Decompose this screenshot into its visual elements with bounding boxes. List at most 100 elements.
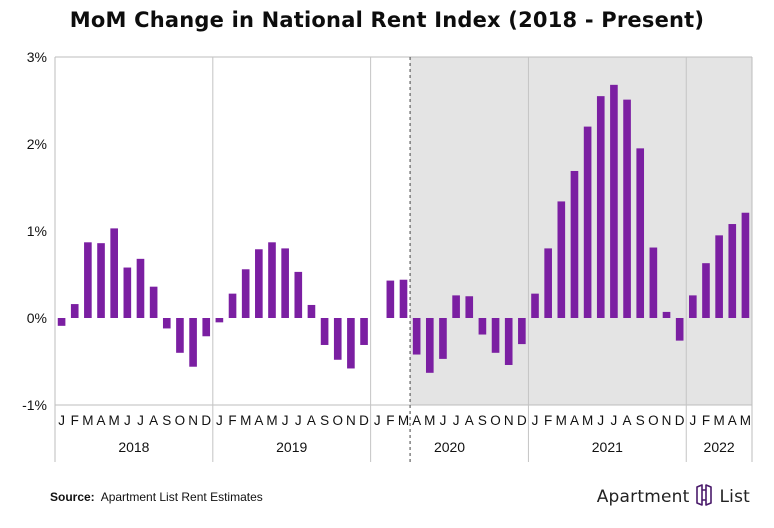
bar — [531, 293, 539, 318]
y-tick-label: 0% — [27, 310, 47, 326]
bar — [307, 304, 316, 318]
month-tick-label: D — [201, 413, 211, 428]
month-tick-label: A — [149, 413, 158, 428]
year-label: 2018 — [118, 439, 149, 455]
month-tick-label: A — [623, 413, 632, 428]
bar — [425, 318, 434, 373]
bar — [583, 126, 592, 318]
month-tick-label: J — [295, 413, 302, 428]
source-text: Apartment List Rent Estimates — [100, 490, 263, 504]
bar — [228, 293, 237, 318]
bar — [149, 286, 158, 318]
month-tick-label: J — [532, 413, 539, 428]
month-tick-label: N — [504, 413, 514, 428]
brand-logo: Apartment List — [596, 483, 750, 510]
bar — [636, 148, 645, 318]
bar — [741, 212, 750, 318]
month-tick-label: J — [689, 413, 696, 428]
month-tick-label: J — [374, 413, 381, 428]
bar — [57, 318, 66, 326]
month-tick-label: M — [398, 413, 409, 428]
month-tick-label: S — [636, 413, 645, 428]
y-tick-label: 1% — [27, 223, 47, 239]
bar — [202, 318, 211, 337]
bar — [123, 267, 132, 318]
bar — [570, 170, 579, 318]
bar — [281, 248, 289, 318]
month-tick-label: M — [266, 413, 277, 428]
year-label: 2022 — [704, 439, 735, 455]
bar — [347, 318, 355, 369]
source-note: Source: Apartment List Rent Estimates — [50, 490, 263, 504]
bar — [518, 318, 526, 345]
bar — [504, 318, 513, 365]
month-tick-label: A — [307, 413, 316, 428]
month-tick-label: A — [97, 413, 106, 428]
month-tick-label: J — [58, 413, 65, 428]
month-tick-label: F — [702, 413, 710, 428]
bar — [97, 243, 105, 318]
bar — [189, 318, 197, 367]
month-tick-label: O — [648, 413, 659, 428]
month-tick-label: D — [359, 413, 369, 428]
bar — [478, 318, 487, 335]
month-tick-label: J — [282, 413, 289, 428]
bar — [386, 280, 395, 318]
month-tick-label: M — [582, 413, 593, 428]
bar — [662, 311, 671, 318]
month-tick-label: M — [713, 413, 724, 428]
month-tick-label: A — [570, 413, 579, 428]
y-tick-label: -1% — [22, 397, 47, 413]
bar — [360, 318, 368, 345]
year-label: 2019 — [276, 439, 307, 455]
month-tick-label: A — [728, 413, 737, 428]
bar — [702, 263, 710, 318]
month-tick-label: O — [490, 413, 501, 428]
month-tick-label: A — [465, 413, 474, 428]
brand-word-left: Apartment — [596, 487, 690, 507]
month-tick-label: N — [662, 413, 672, 428]
bar — [465, 296, 474, 318]
bar — [728, 224, 737, 318]
bar — [623, 99, 631, 318]
month-tick-label: A — [254, 413, 263, 428]
month-tick-label: S — [478, 413, 487, 428]
month-tick-label: M — [82, 413, 93, 428]
month-tick-label: F — [228, 413, 236, 428]
month-tick-label: N — [188, 413, 198, 428]
month-tick-label: J — [124, 413, 131, 428]
bar — [268, 242, 276, 318]
month-tick-label: J — [453, 413, 460, 428]
month-tick-label: O — [332, 413, 343, 428]
bar — [84, 242, 92, 318]
month-tick-label: J — [611, 413, 618, 428]
bar — [715, 235, 723, 318]
month-tick-label: M — [240, 413, 251, 428]
chart-title: MoM Change in National Rent Index (2018 … — [69, 8, 705, 32]
y-tick-label: 2% — [27, 136, 47, 152]
bar — [333, 318, 342, 360]
month-tick-label: J — [216, 413, 223, 428]
month-tick-label: M — [424, 413, 435, 428]
month-tick-label: A — [412, 413, 421, 428]
month-tick-label: D — [675, 413, 685, 428]
bar — [610, 84, 618, 318]
bar — [255, 249, 263, 318]
bar — [176, 318, 184, 353]
month-tick-label: D — [517, 413, 527, 428]
bar — [649, 247, 658, 318]
month-tick-label: J — [137, 413, 144, 428]
month-tick-label: J — [440, 413, 447, 428]
bar — [241, 269, 250, 318]
bar — [136, 258, 145, 318]
month-tick-label: S — [320, 413, 329, 428]
bar — [320, 318, 329, 345]
shaded-period — [410, 57, 752, 405]
bar — [689, 295, 697, 318]
month-tick-label: F — [386, 413, 394, 428]
bar — [110, 228, 118, 318]
month-tick-label: O — [175, 413, 186, 428]
bar — [294, 271, 303, 318]
y-tick-label: 3% — [27, 49, 47, 65]
bar — [557, 201, 566, 318]
